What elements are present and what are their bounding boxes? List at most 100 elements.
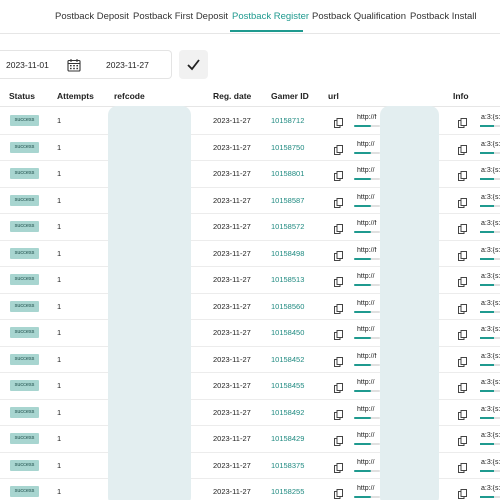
- copy-info-icon[interactable]: [458, 142, 467, 155]
- url-scrollbar[interactable]: [354, 363, 380, 366]
- info-scrollbar[interactable]: [480, 257, 500, 260]
- url-scrollbar[interactable]: [354, 469, 380, 472]
- copy-url-icon[interactable]: [334, 460, 343, 473]
- tab-postback-register[interactable]: Postback Register: [232, 11, 310, 22]
- url-scrollbar[interactable]: [354, 310, 380, 313]
- gamer-id-link[interactable]: 10158560: [271, 301, 305, 311]
- copy-url-icon[interactable]: [334, 142, 343, 155]
- copy-info-icon[interactable]: [458, 380, 467, 393]
- url-scrollbar[interactable]: [354, 443, 380, 445]
- reg-date-value: 2023-11-27: [213, 487, 251, 496]
- tab-postback-qualification[interactable]: Postback Qualification: [312, 11, 406, 22]
- url-scrollbar[interactable]: [354, 496, 380, 498]
- url-scrollbar[interactable]: [354, 204, 380, 207]
- copy-info-icon[interactable]: [458, 327, 467, 340]
- gamer-id-link[interactable]: 10158429: [271, 434, 305, 443]
- url-redaction-mask: [380, 106, 439, 500]
- copy-info-icon[interactable]: [458, 486, 467, 499]
- gamer-id-link[interactable]: 10158452: [271, 354, 305, 364]
- info-scrollbar[interactable]: [480, 443, 500, 445]
- copy-info-icon[interactable]: [458, 274, 467, 287]
- gamer-id-link[interactable]: 10158712: [271, 116, 305, 125]
- gamer-id-link[interactable]: 10158455: [271, 381, 305, 390]
- info-scrollbar[interactable]: [480, 204, 500, 207]
- tab-postback-deposit[interactable]: Postback Deposit: [55, 11, 129, 22]
- copy-info-icon[interactable]: [458, 354, 467, 367]
- url-scrollbar[interactable]: [354, 125, 380, 127]
- apply-filter-button[interactable]: [179, 50, 208, 79]
- url-scrollbar[interactable]: [354, 257, 380, 260]
- gamer-id-link[interactable]: 10158492: [271, 407, 305, 417]
- gamer-id-link[interactable]: 10158587: [271, 195, 305, 205]
- copy-info-icon[interactable]: [458, 301, 467, 314]
- url-scrollbar[interactable]: [354, 390, 380, 392]
- copy-url-icon[interactable]: [334, 486, 343, 499]
- tab-postback-first-deposit[interactable]: Postback First Deposit: [133, 11, 229, 22]
- copy-info-icon[interactable]: [458, 460, 467, 473]
- copy-url-icon[interactable]: [334, 248, 343, 261]
- gamer-id-link[interactable]: 10158498: [271, 248, 305, 258]
- copy-url-icon[interactable]: [334, 380, 343, 393]
- gamer-id-link[interactable]: 10158255: [271, 487, 305, 496]
- url-scrollbar[interactable]: [354, 416, 380, 419]
- info-scrollbar[interactable]: [480, 231, 500, 233]
- copy-url-icon[interactable]: [334, 354, 343, 367]
- tab-postback-install[interactable]: Postback Install: [410, 11, 477, 22]
- info-scrollbar[interactable]: [480, 310, 500, 313]
- copy-url-icon[interactable]: [334, 221, 343, 234]
- copy-url-icon[interactable]: [334, 407, 343, 420]
- url-scrollbar[interactable]: [354, 231, 380, 233]
- refcode-redaction-mask: [108, 106, 191, 500]
- info-scrollbar[interactable]: [480, 337, 500, 339]
- copy-info-icon[interactable]: [458, 168, 467, 181]
- gamer-id-link[interactable]: 10158450: [271, 328, 305, 337]
- gamer-id-link[interactable]: 10158375: [271, 460, 305, 470]
- copy-url-icon[interactable]: [334, 301, 343, 314]
- gamer-id-link[interactable]: 10158801: [271, 169, 305, 178]
- url-scrollbar[interactable]: [354, 178, 380, 180]
- info-scrollbar[interactable]: [480, 416, 500, 419]
- info-scrollbar[interactable]: [480, 390, 500, 392]
- status-badge: success: [10, 459, 39, 471]
- info-scrollbar[interactable]: [480, 363, 500, 366]
- copy-info-icon[interactable]: [458, 248, 467, 261]
- active-tab-indicator: [230, 30, 303, 32]
- column-header-refcode[interactable]: refcode: [114, 91, 145, 101]
- column-header-reg-date[interactable]: Reg. date: [213, 91, 252, 101]
- copy-url-icon[interactable]: [334, 195, 343, 208]
- date-from-field[interactable]: 2023-11-01: [6, 60, 49, 70]
- date-range-picker[interactable]: 2023-11-01 2023-11-27: [0, 50, 172, 79]
- info-scrollbar[interactable]: [480, 178, 500, 180]
- calendar-icon[interactable]: [67, 58, 81, 72]
- info-scrollbar[interactable]: [480, 496, 500, 498]
- copy-info-icon[interactable]: [458, 195, 467, 208]
- url-scrollbar[interactable]: [354, 151, 380, 154]
- gamer-id-link[interactable]: 10158572: [271, 222, 305, 231]
- gamer-id-link[interactable]: 10158750: [271, 142, 305, 152]
- copy-url-icon[interactable]: [334, 168, 343, 181]
- column-header-attempts[interactable]: Attempts: [57, 91, 94, 101]
- copy-info-icon[interactable]: [458, 221, 467, 234]
- copy-url-icon[interactable]: [334, 433, 343, 446]
- column-header-info[interactable]: Info: [453, 91, 469, 101]
- column-header-gamer-id[interactable]: Gamer ID: [271, 91, 309, 101]
- copy-info-icon[interactable]: [458, 433, 467, 446]
- status-badge: success: [10, 247, 39, 259]
- column-header-status[interactable]: Status: [9, 91, 35, 101]
- info-scrollbar[interactable]: [480, 284, 500, 286]
- date-to-field[interactable]: 2023-11-27: [106, 60, 149, 70]
- copy-info-icon[interactable]: [458, 115, 467, 128]
- copy-url-icon[interactable]: [334, 274, 343, 287]
- url-value: http://f: [357, 220, 377, 227]
- gamer-id-link[interactable]: 10158513: [271, 275, 305, 284]
- url-scrollbar[interactable]: [354, 284, 380, 286]
- copy-url-icon[interactable]: [334, 327, 343, 340]
- status-badge: success: [10, 221, 39, 232]
- copy-url-icon[interactable]: [334, 115, 343, 128]
- column-header-url[interactable]: url: [328, 91, 339, 101]
- info-scrollbar[interactable]: [480, 151, 500, 154]
- copy-info-icon[interactable]: [458, 407, 467, 420]
- info-scrollbar[interactable]: [480, 469, 500, 472]
- info-scrollbar[interactable]: [480, 125, 500, 127]
- url-scrollbar[interactable]: [354, 337, 380, 339]
